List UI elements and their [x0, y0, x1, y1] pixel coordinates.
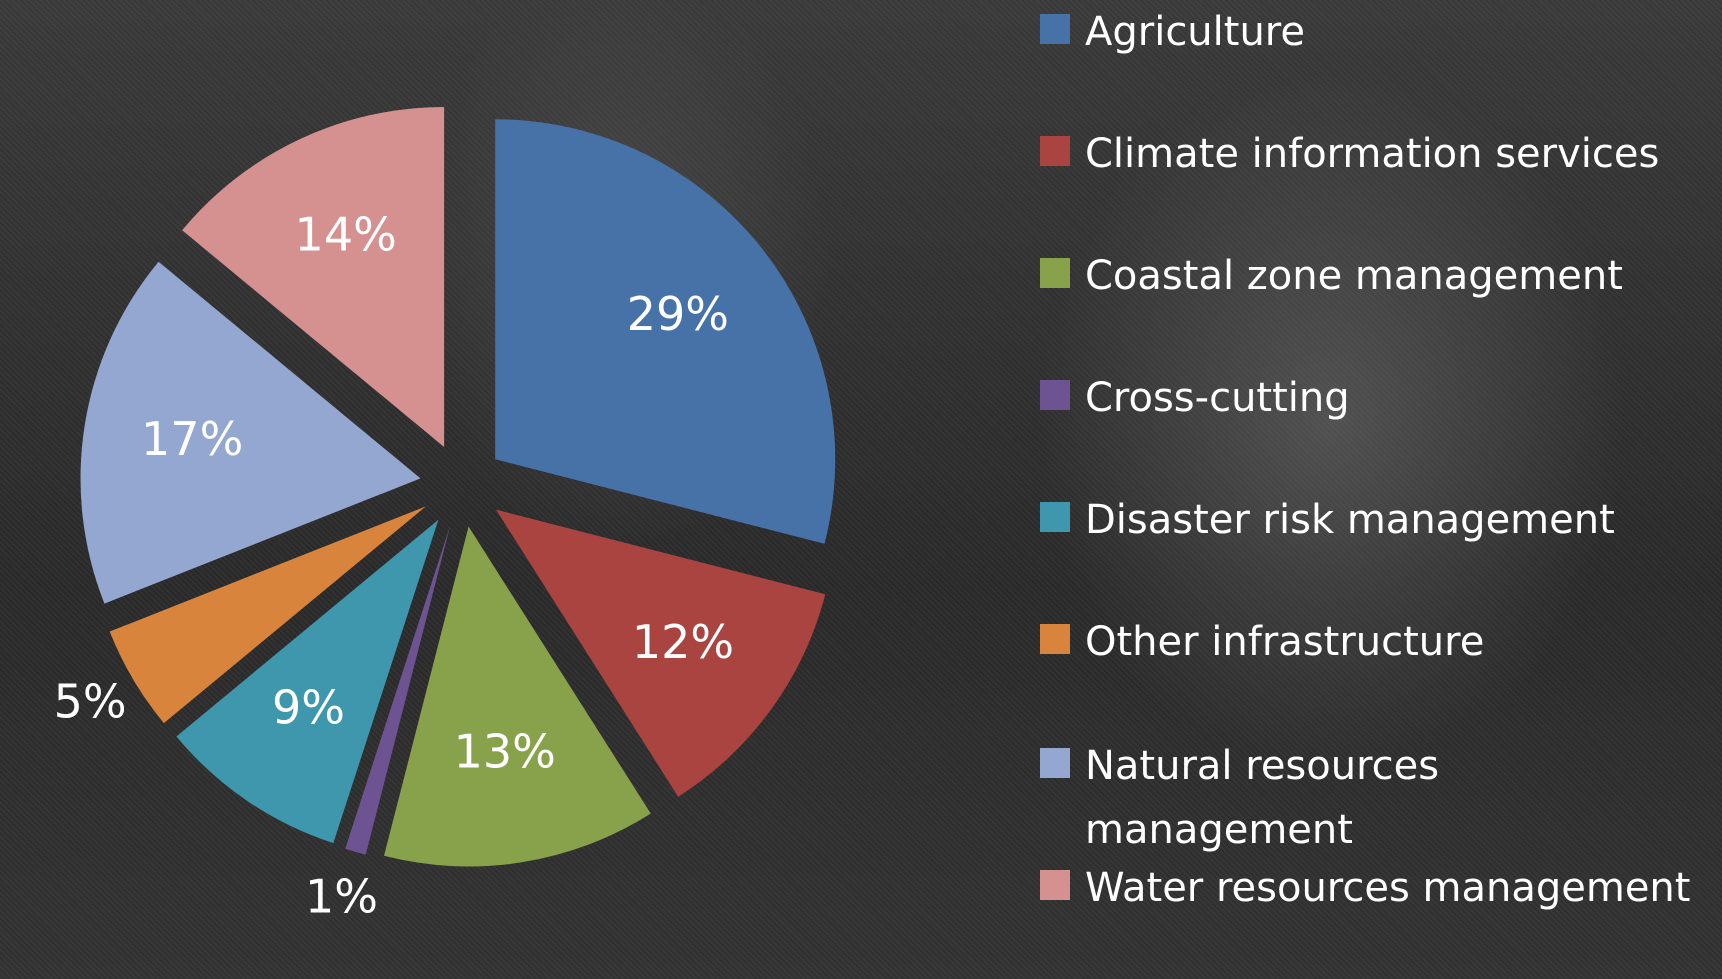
legend-label: Cross-cutting — [1085, 366, 1715, 430]
legend-label: Natural resources management — [1085, 734, 1715, 862]
legend-swatch — [1040, 870, 1070, 900]
legend-swatch — [1040, 502, 1070, 532]
legend-label: Water resources management — [1085, 856, 1715, 920]
legend-label: Disaster risk management — [1085, 488, 1715, 552]
data-label: 29% — [627, 287, 729, 341]
legend-label: Other infrastructure — [1085, 610, 1715, 674]
data-label: 9% — [272, 680, 345, 734]
data-label: 13% — [454, 724, 556, 778]
legend-swatch — [1040, 624, 1070, 654]
legend-swatch — [1040, 748, 1070, 778]
legend-swatch — [1040, 258, 1070, 288]
data-label: 5% — [54, 674, 127, 728]
legend-swatch — [1040, 136, 1070, 166]
legend-label: Coastal zone management — [1085, 244, 1715, 308]
legend-label: Climate information services — [1085, 122, 1715, 186]
legend-swatch — [1040, 380, 1070, 410]
page: 29% 12% 13% 1% 9% 5% 17% 14% Agriculture Climate… — [0, 0, 1722, 979]
data-label: 12% — [632, 615, 734, 669]
data-label: 17% — [141, 412, 243, 466]
legend-label: Agriculture — [1085, 0, 1715, 64]
legend-swatch — [1040, 14, 1070, 44]
data-label: 14% — [295, 207, 397, 261]
data-label: 1% — [305, 869, 378, 923]
